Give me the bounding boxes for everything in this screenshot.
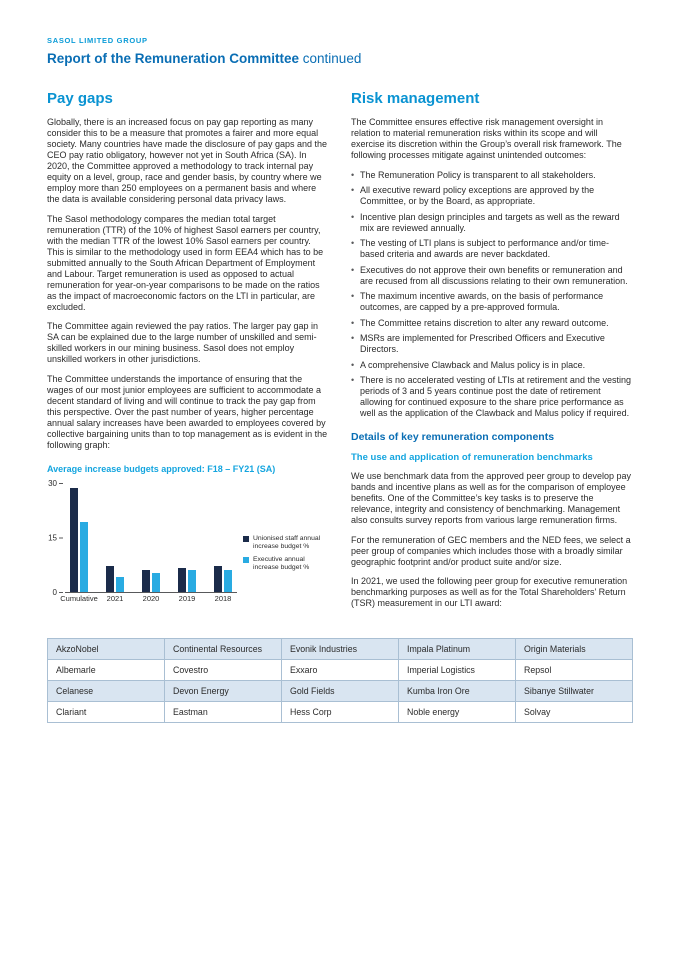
table-cell: Origin Materials — [515, 637, 633, 660]
bar — [106, 566, 114, 592]
bar-chart-plot: Cumulative 2021 2020 2019 2018 — [60, 483, 237, 603]
left-column: Pay gaps Globally, there is an increased… — [47, 90, 329, 618]
two-column-layout: Pay gaps Globally, there is an increased… — [47, 90, 633, 618]
bar-group: 2018 — [214, 483, 232, 603]
bullet-item: A comprehensive Clawback and Malus polic… — [351, 360, 633, 371]
table-cell: Sibanye Stillwater — [515, 679, 633, 702]
bar — [116, 576, 124, 592]
pay-gaps-paragraph: The Committee again reviewed the pay rat… — [47, 321, 318, 364]
chart-y-axis: 30 15 0 — [47, 479, 65, 597]
x-axis-label: 2021 — [106, 593, 124, 603]
bar-group: 2019 — [178, 483, 196, 603]
table-cell: AkzoNobel — [47, 637, 165, 660]
benchmarks-paragraph: For the remuneration of GEC members and … — [351, 534, 631, 567]
table-cell: Hess Corp — [281, 700, 399, 723]
bar-group: 2020 — [142, 483, 160, 603]
risk-bullet-list: The Remuneration Policy is transparent t… — [351, 170, 633, 420]
bullet-item: There is no accelerated vesting of LTIs … — [351, 375, 633, 419]
benchmarks-paragraph: We use benchmark data from the approved … — [351, 471, 632, 525]
benchmarks-paragraph: In 2021, we used the following peer grou… — [351, 576, 628, 608]
table-row: AkzoNobel Continental Resources Evonik I… — [47, 637, 633, 660]
legend-item-executive: Executive annual increase budget % — [243, 556, 329, 572]
bar — [188, 569, 196, 592]
page-title-main: Report of the Remuneration Committee — [47, 51, 300, 66]
bar — [80, 522, 88, 592]
bar-group: 2021 — [106, 483, 124, 603]
y-tick-label: 0 — [53, 588, 63, 597]
table-cell: Exxaro — [281, 658, 399, 681]
y-tick-label: 30 — [48, 479, 63, 488]
bar-group: Cumulative — [60, 483, 98, 603]
x-axis-label: 2018 — [214, 593, 232, 603]
benchmarks-subheading: The use and application of remuneration … — [351, 452, 593, 463]
peer-group-table: AkzoNobel Continental Resources Evonik I… — [47, 637, 633, 723]
table-cell: Continental Resources — [164, 637, 282, 660]
y-tick-label: 15 — [48, 533, 63, 542]
table-cell: Covestro — [164, 658, 282, 681]
chart-legend: Unionised staff annual increase budget %… — [243, 535, 329, 577]
table-cell: Celanese — [47, 679, 165, 702]
right-column: Risk management The Committee ensures ef… — [351, 90, 633, 618]
legend-swatch-executive — [243, 556, 249, 563]
risk-management-heading: Risk management — [351, 90, 480, 107]
bullet-item: MSRs are implemented for Prescribed Offi… — [351, 333, 633, 355]
table-cell: Kumba Iron Ore — [398, 679, 516, 702]
report-page: SASOL LIMITED GROUP Report of the Remune… — [0, 0, 680, 723]
bar-chart: 30 15 0 Cumulative 2021 2020 2019 2018 Union… — [47, 479, 329, 603]
legend-swatch-unionised — [243, 535, 249, 542]
bullet-item: All executive reward policy exceptions a… — [351, 185, 633, 207]
chart-title: Average increase budgets approved: F18 –… — [47, 463, 276, 474]
table-cell: Solvay — [515, 700, 633, 723]
table-cell: Albemarle — [47, 658, 165, 681]
bar — [70, 487, 78, 592]
legend-label: Unionised staff annual increase budget % — [253, 534, 321, 550]
table-row: Albemarle Covestro Exxaro Imperial Logis… — [47, 658, 633, 681]
table-cell: Gold Fields — [281, 679, 399, 702]
pay-gaps-paragraph: The Committee understands the importance… — [47, 373, 328, 450]
x-axis-label: Cumulative — [60, 593, 98, 603]
bullet-item: The maximum incentive awards, on the bas… — [351, 291, 633, 313]
legend-item-unionised: Unionised staff annual increase budget % — [243, 535, 329, 551]
bar — [142, 569, 150, 592]
bar — [152, 573, 160, 592]
table-row: Celanese Devon Energy Gold Fields Kumba … — [47, 679, 633, 702]
pay-gaps-heading: Pay gaps — [47, 90, 113, 107]
table-cell: Clariant — [47, 700, 165, 723]
legend-label: Executive annual increase budget % — [253, 555, 310, 571]
details-heading: Details of key remuneration components — [351, 431, 555, 443]
table-cell: Imperial Logistics — [398, 658, 516, 681]
table-cell: Noble energy — [398, 700, 516, 723]
table-cell: Evonik Industries — [281, 637, 399, 660]
table-cell: Impala Platinum — [398, 637, 516, 660]
table-cell: Devon Energy — [164, 679, 282, 702]
bullet-item: The vesting of LTI plans is subject to p… — [351, 238, 633, 260]
bullet-item: The Committee retains discretion to alte… — [351, 318, 633, 329]
bar — [224, 569, 232, 592]
bar — [178, 567, 186, 592]
table-cell: Eastman — [164, 700, 282, 723]
pay-gaps-paragraph: The Sasol methodology compares the media… — [47, 213, 324, 312]
page-title-continued: continued — [299, 51, 362, 66]
x-axis-label: 2019 — [178, 593, 196, 603]
group-label: SASOL LIMITED GROUP — [47, 36, 148, 45]
bullet-item: Executives do not approve their own bene… — [351, 265, 633, 287]
page-title: Report of the Remuneration Committee con… — [47, 51, 633, 76]
table-row: Clariant Eastman Hess Corp Noble energy … — [47, 700, 633, 723]
bullet-item: Incentive plan design principles and tar… — [351, 212, 633, 234]
pay-gaps-paragraph: Globally, there is an increased focus on… — [47, 117, 327, 204]
table-cell: Repsol — [515, 658, 633, 681]
risk-intro-paragraph: The Committee ensures effective risk man… — [351, 117, 622, 160]
bar — [214, 566, 222, 592]
bullet-item: The Remuneration Policy is transparent t… — [351, 170, 633, 181]
x-axis-label: 2020 — [142, 593, 160, 603]
